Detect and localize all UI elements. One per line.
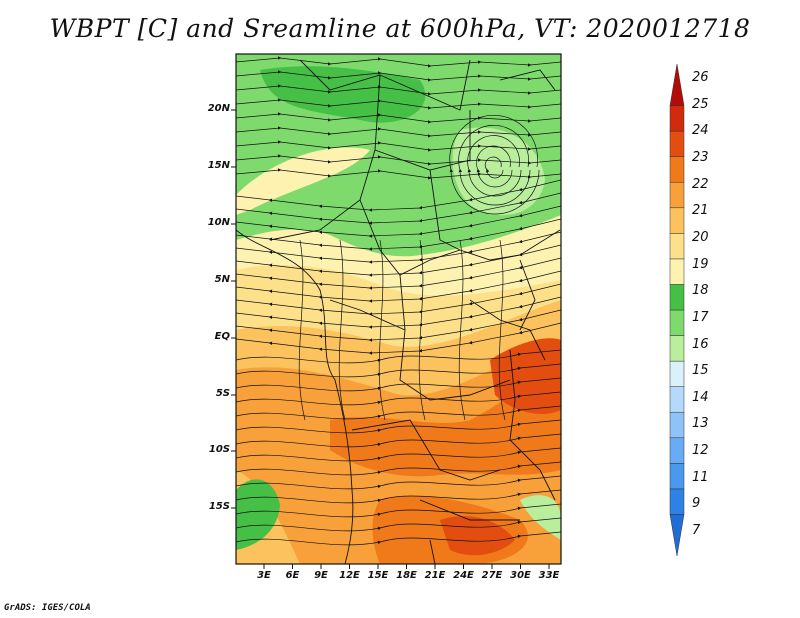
streamline [338,239,346,421]
colorbar-swatch [669,335,685,362]
map-frame [235,53,562,565]
streamline [236,475,561,490]
lon-tick-label: 6E [285,570,300,581]
lon-tick-label: 3E [257,570,271,581]
colorbar-swatch [669,514,685,557]
streamline [236,84,561,96]
streamline [236,391,561,406]
lat-tick-label: 20N [207,103,230,114]
streamline [236,322,561,355]
streamline [236,349,561,364]
streamline [236,70,561,82]
lat-tick-label: 5S [215,388,230,399]
wbpt-region-light-green [520,495,561,540]
lon-tick-label: 21E [424,570,446,581]
streamline [458,239,466,421]
streamline [236,461,561,476]
lon-tick-marks [263,564,550,569]
colorbar-label: 21 [692,203,709,219]
lat-tick-label: 5N [214,274,230,285]
streamline [236,503,561,518]
lon-tick-label: 27E [481,570,503,581]
colorbar-swatch [669,309,685,336]
streamline [236,140,561,152]
colorbar-swatch [669,156,685,183]
colorbar-label: 19 [692,256,709,272]
colorbar [669,63,685,557]
colorbar-swatch [669,386,685,413]
colorbar-swatch [669,360,685,387]
streamlines [236,56,561,546]
lat-tick-label: 15S [208,501,230,512]
streamline [236,126,561,138]
colorbar-swatch [669,233,685,260]
colorbar-swatch [669,207,685,234]
lon-tick-label: 33E [538,570,560,581]
lat-tick-label: EQ [214,331,230,342]
streamline [484,156,504,179]
lon-tick-label: 18E [396,570,417,581]
colorbar-swatch [669,130,685,157]
streamline [236,56,561,68]
colorbar-swatch [669,181,685,209]
colorbar-label: 13 [692,416,709,432]
colorbar-swatch [669,437,685,464]
colorbar-label: 22 [692,176,709,192]
streamline [298,239,306,421]
lon-tick-label: 24E [453,570,474,581]
colorbar-label: 14 [692,389,709,405]
colorbar-label: 17 [692,309,709,325]
lat-tick-label: 10S [208,444,230,455]
lon-tick-label: 15E [367,570,389,581]
lon-tick-label: 30E [510,570,531,581]
colorbar-label: 7 [692,523,701,539]
streamline [498,239,506,421]
lat-tick-label: 10N [207,217,230,228]
streamline [236,154,561,166]
streamline [476,145,513,188]
streamline [236,489,561,504]
lon-tick-label: 12E [339,570,360,581]
lat-tick-marks [231,109,236,509]
colorbar-label: 26 [692,70,709,85]
streamline [236,168,561,180]
streamline [236,433,561,448]
chart-title: WBPT [C] and Sreamline at 600hPa, VT: 20… [49,14,751,43]
lon-tick-label: 9E [314,570,328,581]
colorbar-label: 25 [692,96,709,112]
streamline [378,239,386,421]
wbpt-region-dark-orange [330,360,561,477]
colorbar-label: 23 [692,149,709,165]
streamline [236,405,561,420]
colorbar-swatch [669,105,685,132]
colorbar-label: 20 [692,229,709,245]
streamline [236,517,561,532]
colorbar-label: 9 [692,496,701,512]
lat-tick-label: 15N [207,160,230,171]
colorbar-label: 16 [692,336,709,352]
streamline [236,363,561,378]
colorbar-label: 24 [692,123,709,139]
streamline [418,239,426,421]
streamline [236,112,561,124]
colorbar-label: 15 [692,363,709,379]
colorbar-label: 18 [692,283,709,299]
colorbar-swatch [669,488,685,515]
streamline [236,531,561,546]
colorbar-label: 11 [692,469,709,485]
colorbar-swatch [669,284,685,311]
colorbar-swatch [669,258,685,285]
streamline [236,419,561,434]
colorbar-swatch [669,463,685,490]
colorbar-swatch [669,63,685,106]
streamline [236,447,561,462]
colorbar-swatch [669,411,685,439]
wbpt-field [236,54,561,564]
colorbar-label: 12 [692,443,709,459]
credit-text: GrADS: IGES/COLA [4,603,91,613]
streamline [236,98,561,110]
